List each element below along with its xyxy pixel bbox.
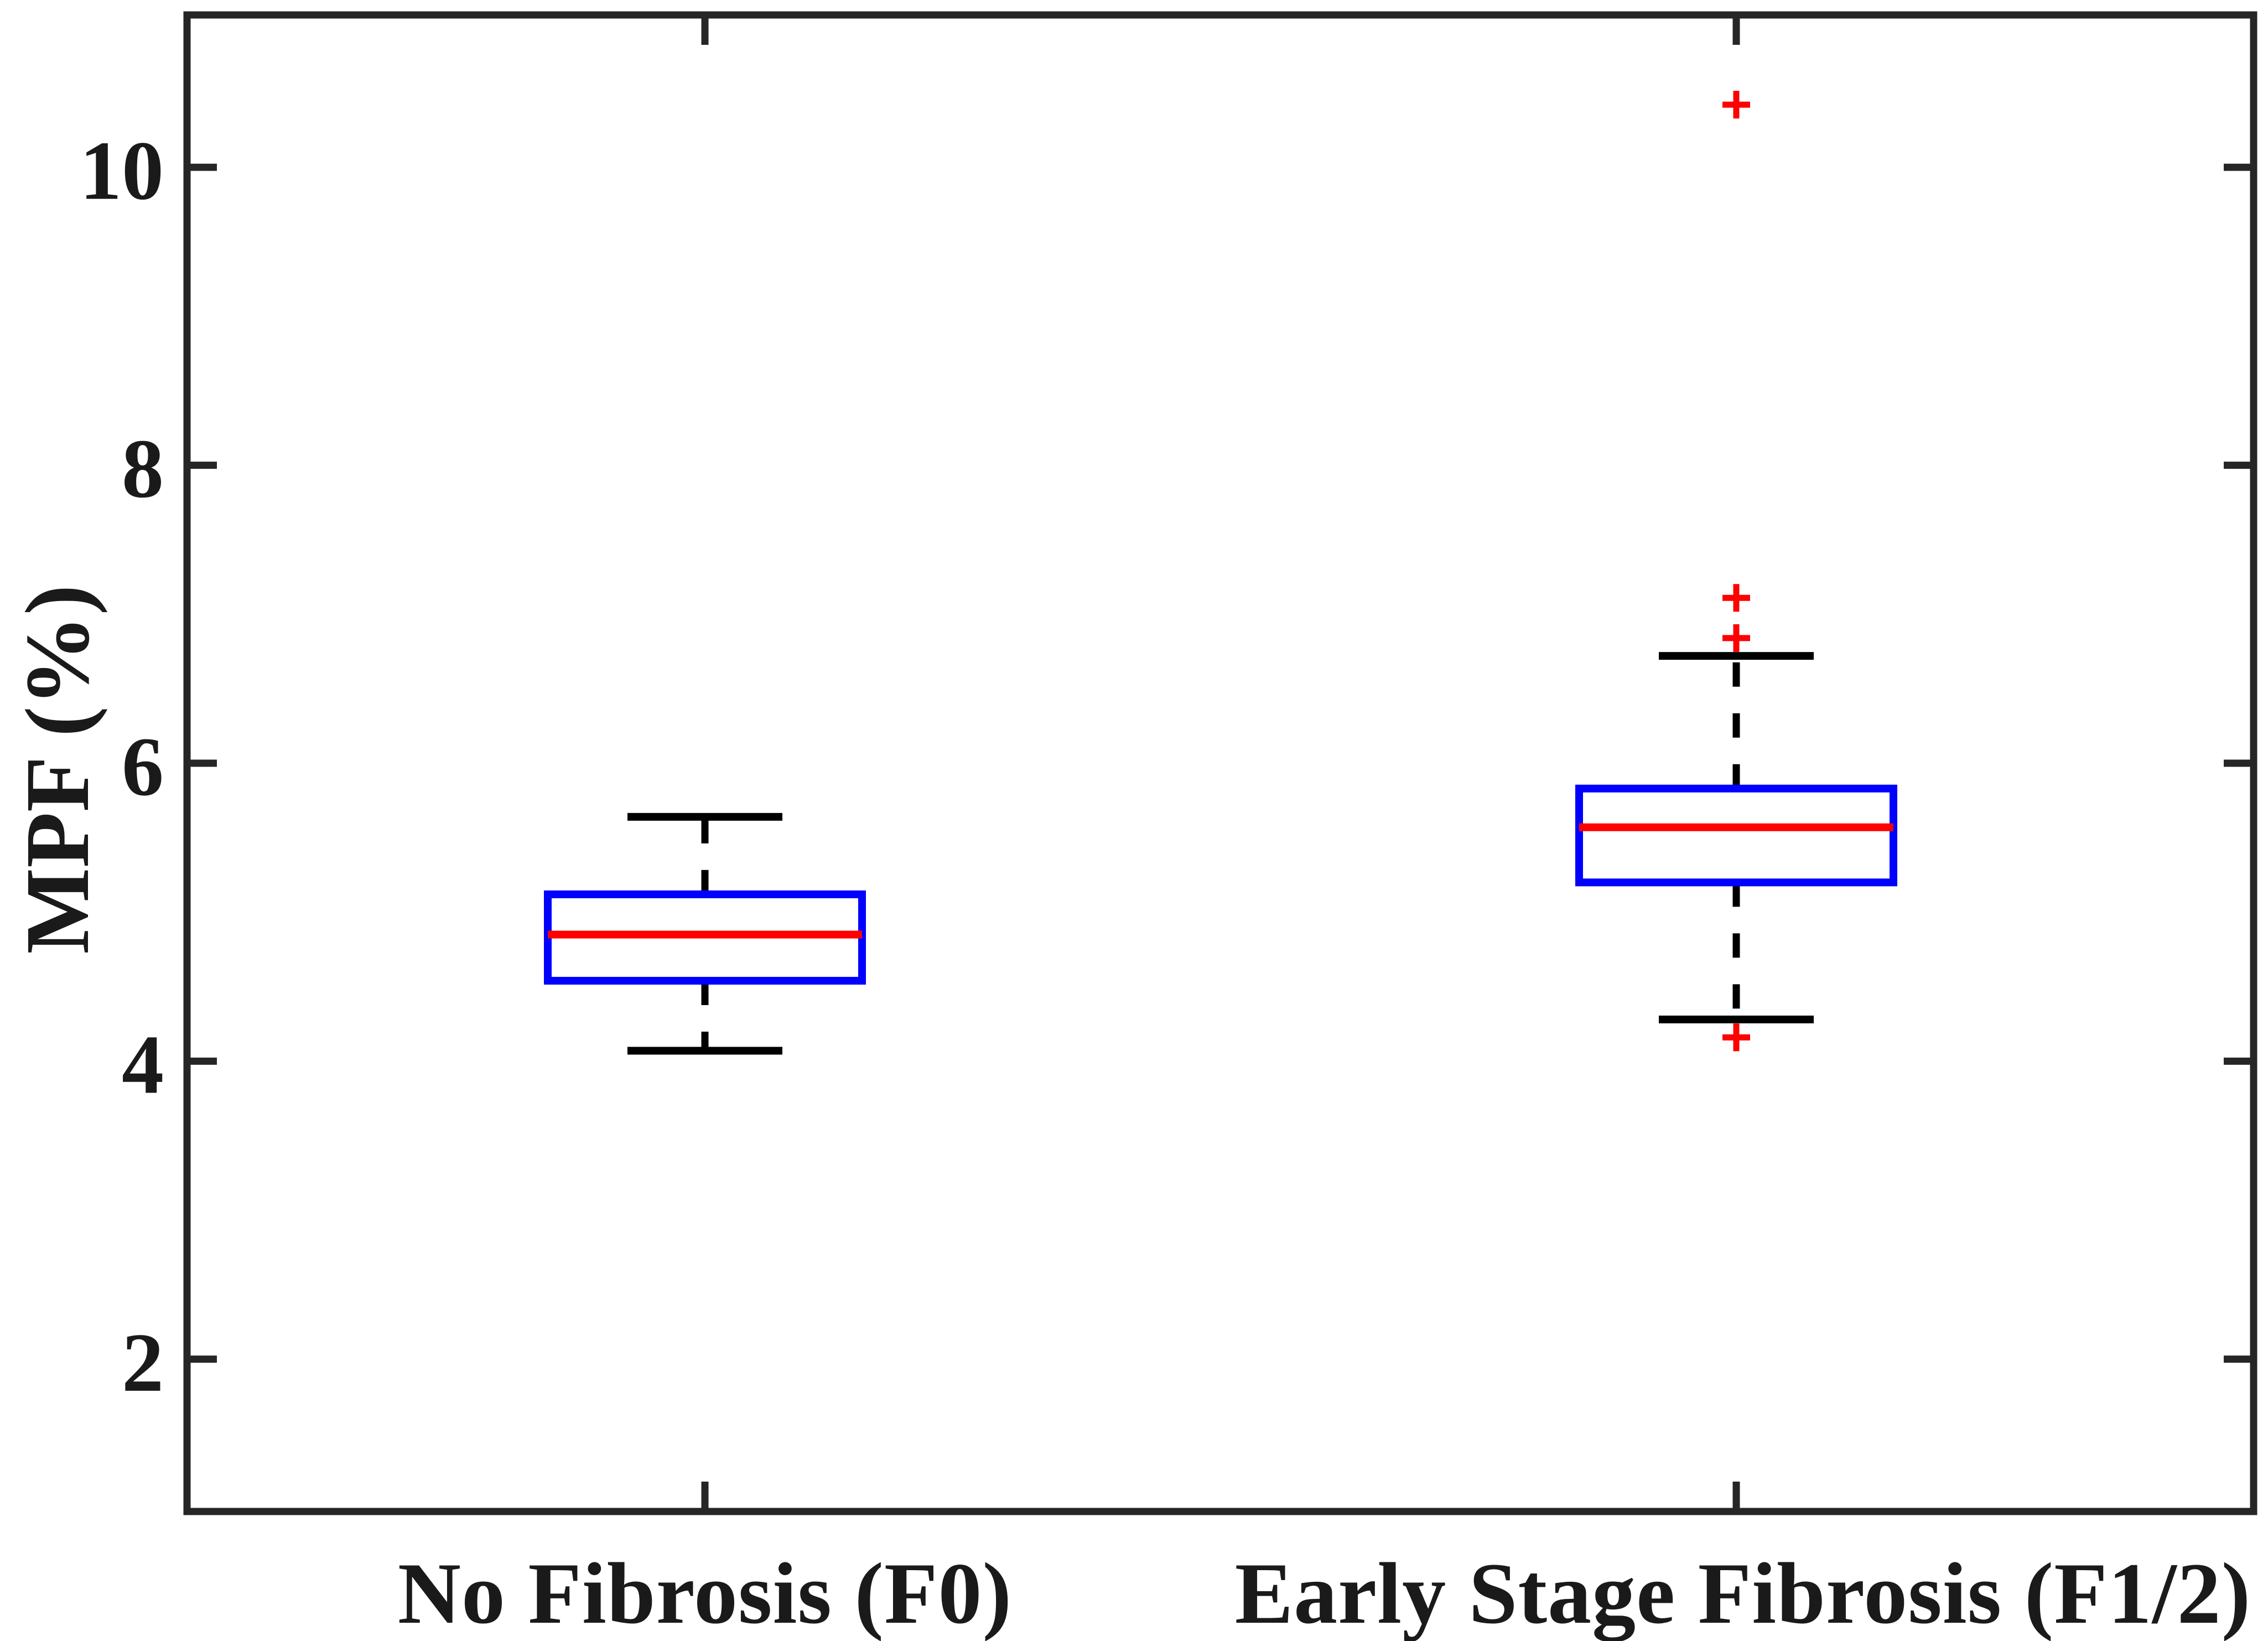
y-tick-label: 8 <box>122 422 164 515</box>
axes-frame <box>183 11 2257 1515</box>
iqr-box <box>1575 784 1897 887</box>
y-tick-label: 2 <box>122 1316 164 1409</box>
y-axis-label: MPF (%) <box>7 584 108 954</box>
x-group-label-no-fibrosis: No Fibrosis (F0) <box>397 1545 1013 1641</box>
x-group-label-early-stage-fibrosis: Early Stage Fibrosis (F1/2) <box>1234 1545 2251 1641</box>
y-tick-label: 4 <box>122 1018 164 1111</box>
y-tick-label: 6 <box>122 720 164 813</box>
y-tick-label: 10 <box>80 124 164 217</box>
